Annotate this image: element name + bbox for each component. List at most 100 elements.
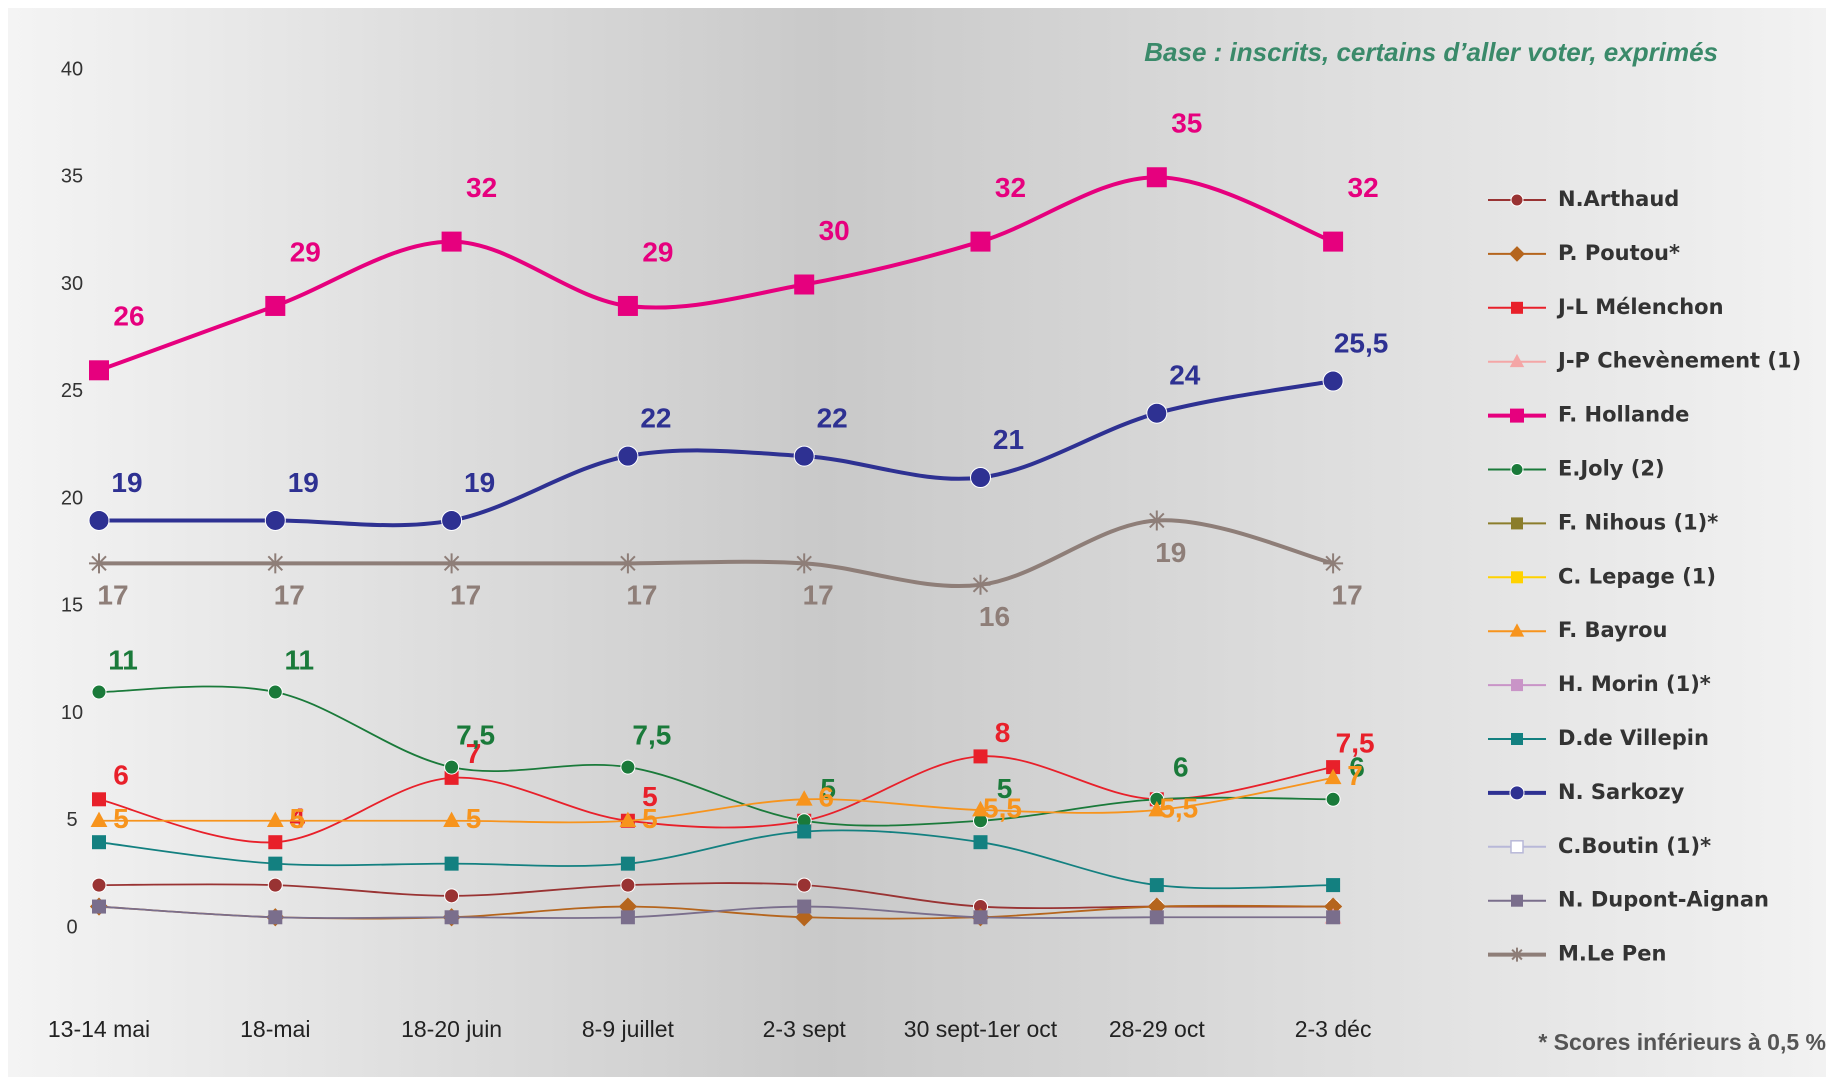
marker — [1326, 910, 1341, 925]
series — [92, 899, 1341, 925]
marker — [796, 877, 812, 893]
legend-label: F. Nihous (1)* — [1558, 510, 1718, 534]
y-tick-label: 25 — [61, 380, 83, 402]
marker — [1323, 231, 1344, 252]
legend-item: N. Sarkozy — [1488, 780, 1685, 804]
marker — [797, 899, 812, 914]
legend-label: D.de Villepin — [1558, 726, 1709, 750]
marker — [972, 800, 989, 817]
legend-item: J-P Chevènement (1) — [1488, 349, 1801, 373]
data-label: 17 — [1332, 580, 1363, 611]
data-label: 6 — [113, 760, 129, 791]
data-label: 7,5 — [456, 720, 495, 751]
marker — [1324, 768, 1342, 785]
y-tick-label: 20 — [61, 487, 83, 509]
marker — [266, 811, 284, 828]
data-label: 17 — [450, 580, 481, 611]
marker — [620, 877, 636, 893]
line — [98, 829, 1334, 890]
marker — [617, 295, 638, 316]
line — [98, 175, 1334, 373]
y-tick-label: 35 — [61, 166, 83, 188]
marker — [1510, 947, 1524, 962]
marker — [441, 509, 463, 531]
data-label: 19 — [464, 467, 495, 498]
data-label: 16 — [979, 601, 1010, 632]
marker — [444, 910, 459, 925]
legend-item: N. Dupont-Aignan — [1488, 888, 1769, 912]
legend-item: P. Poutou* — [1488, 241, 1680, 265]
marker — [1510, 840, 1524, 854]
marker — [267, 684, 283, 700]
legend-item: M.Le Pen — [1488, 942, 1666, 966]
marker — [91, 684, 107, 700]
marker — [794, 553, 815, 574]
line — [99, 776, 1334, 824]
legend-label: H. Morin (1)* — [1558, 672, 1711, 696]
subtitle: Base : inscrits, certains d’aller voter,… — [1144, 37, 1718, 67]
data-label: 24 — [1169, 360, 1201, 391]
marker — [1511, 301, 1523, 314]
marker — [88, 509, 110, 531]
y-tick-label: 10 — [61, 702, 83, 724]
legend-item: H. Morin (1)* — [1488, 672, 1711, 696]
x-tick-label: 30 sept-1er oct — [904, 1016, 1058, 1042]
marker — [1511, 571, 1523, 584]
legend-item: F. Bayrou — [1488, 618, 1668, 642]
data-label: 11 — [284, 644, 314, 675]
marker — [1511, 894, 1523, 907]
line — [98, 685, 1334, 827]
legend-item: D.de Villepin — [1488, 726, 1709, 750]
marker — [795, 908, 814, 927]
marker — [619, 811, 637, 828]
marker — [973, 749, 988, 764]
data-label: 19 — [288, 467, 319, 498]
data-label: 8 — [995, 717, 1011, 748]
line — [98, 755, 1334, 844]
data-label: 5 — [290, 803, 306, 834]
series: 11 117,5 7,55 56 6 — [91, 644, 1365, 829]
data-label: 19 — [1155, 537, 1186, 568]
marker — [265, 295, 286, 316]
marker — [1146, 167, 1167, 188]
marker — [444, 888, 460, 904]
marker — [795, 790, 813, 806]
marker — [1509, 246, 1525, 262]
marker — [1149, 878, 1164, 893]
marker — [620, 856, 635, 871]
marker — [267, 877, 283, 893]
marker — [444, 856, 459, 871]
marker — [1510, 193, 1524, 207]
data-label: 17 — [803, 580, 834, 611]
series — [92, 824, 1341, 893]
marker — [268, 835, 283, 850]
legend-item: C.Boutin (1)* — [1488, 834, 1711, 858]
marker — [90, 811, 108, 828]
marker — [617, 445, 639, 467]
y-tick-label: 0 — [66, 916, 77, 938]
y-tick-label: 40 — [61, 58, 83, 80]
marker — [92, 835, 106, 850]
marker — [1323, 553, 1344, 574]
legend-label: N. Dupont-Aignan — [1558, 888, 1769, 912]
data-label: 30 — [819, 215, 850, 246]
data-label: 7 — [466, 738, 482, 769]
marker — [1509, 785, 1525, 801]
data-label: 5 — [466, 803, 482, 834]
marker — [89, 360, 109, 381]
marker — [1322, 370, 1344, 392]
y-tick-label: 5 — [66, 809, 77, 831]
legend-item: J-L Mélenchon — [1488, 295, 1724, 319]
y-tick-label: 15 — [61, 595, 83, 617]
data-label: 6 — [1349, 752, 1365, 783]
marker — [441, 553, 462, 574]
data-label: 26 — [113, 301, 144, 332]
data-label: 29 — [290, 236, 321, 267]
marker — [92, 899, 106, 914]
legend-item: C. Lepage (1) — [1488, 564, 1716, 588]
legend-item: N.Arthaud — [1488, 187, 1679, 211]
x-tick-label: 13-14 mai — [48, 1016, 150, 1042]
series: 19 19 19 22 22 21 24 25,5 — [88, 327, 1388, 531]
data-label: 6 — [818, 782, 834, 813]
legend-label: F. Bayrou — [1558, 618, 1668, 642]
